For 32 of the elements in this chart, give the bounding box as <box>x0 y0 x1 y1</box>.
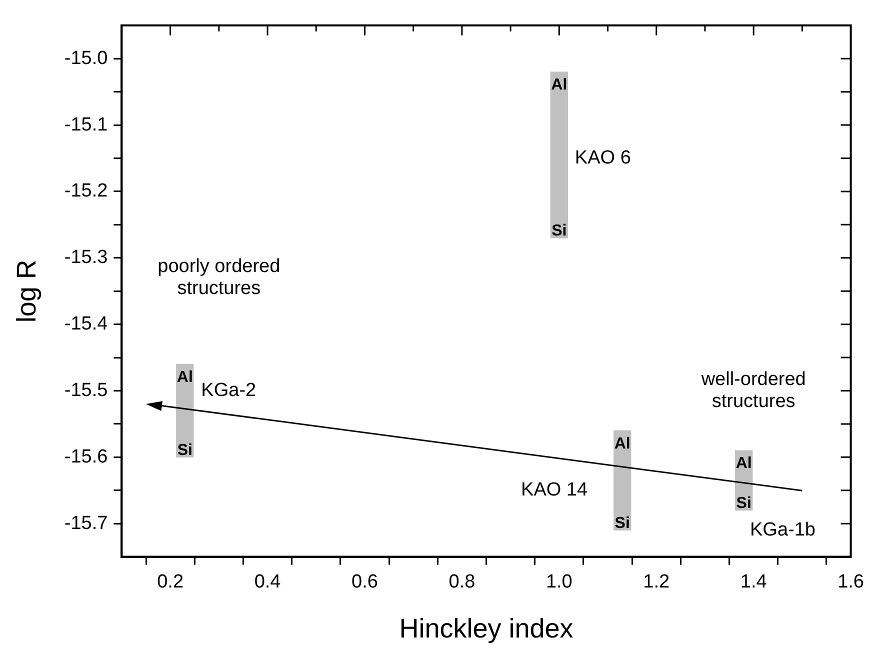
annotation: Al <box>176 368 193 386</box>
y-tick-label: -15.6 <box>64 446 108 468</box>
annotation: Si <box>177 442 192 459</box>
annotation: KAO 14 <box>521 480 588 501</box>
y-tick-label: -15.5 <box>64 380 108 401</box>
annotation: KGa-1b <box>750 519 816 540</box>
annotation: poorly ordered structures <box>158 256 280 300</box>
x-tick-label: 0.6 <box>352 571 378 592</box>
annotation: Si <box>552 222 567 240</box>
x-tick-label: 1.4 <box>740 571 768 592</box>
annotation: Al <box>614 435 630 452</box>
x-axis-title: Hinckley index <box>399 613 574 644</box>
x-tick-label: 1.0 <box>546 571 572 592</box>
annotation: Si <box>736 495 752 512</box>
x-tick-label: 0.2 <box>157 571 184 592</box>
annotation: well-ordered structures <box>700 368 806 412</box>
y-tick-label: -15.7 <box>64 512 108 534</box>
annotation: Al <box>736 455 752 472</box>
x-tick-label: 1.6 <box>838 571 864 592</box>
y-tick-label: -15.3 <box>64 247 108 268</box>
x-tick-label: 0.4 <box>254 571 282 592</box>
y-axis-title: log R <box>12 260 42 323</box>
y-tick-label: -15.0 <box>64 48 108 69</box>
y-tick-label: -15.1 <box>64 114 108 136</box>
x-tick-label: 1.2 <box>643 571 670 592</box>
annotation: Al <box>551 76 568 94</box>
annotation: Si <box>614 514 630 532</box>
annotation: KAO 6 <box>574 147 631 168</box>
y-tick-label: -15.2 <box>64 180 108 202</box>
annotation: KGa-2 <box>201 380 256 401</box>
x-tick-label: 0.8 <box>448 571 476 592</box>
y-tick-label: -15.4 <box>64 314 108 335</box>
